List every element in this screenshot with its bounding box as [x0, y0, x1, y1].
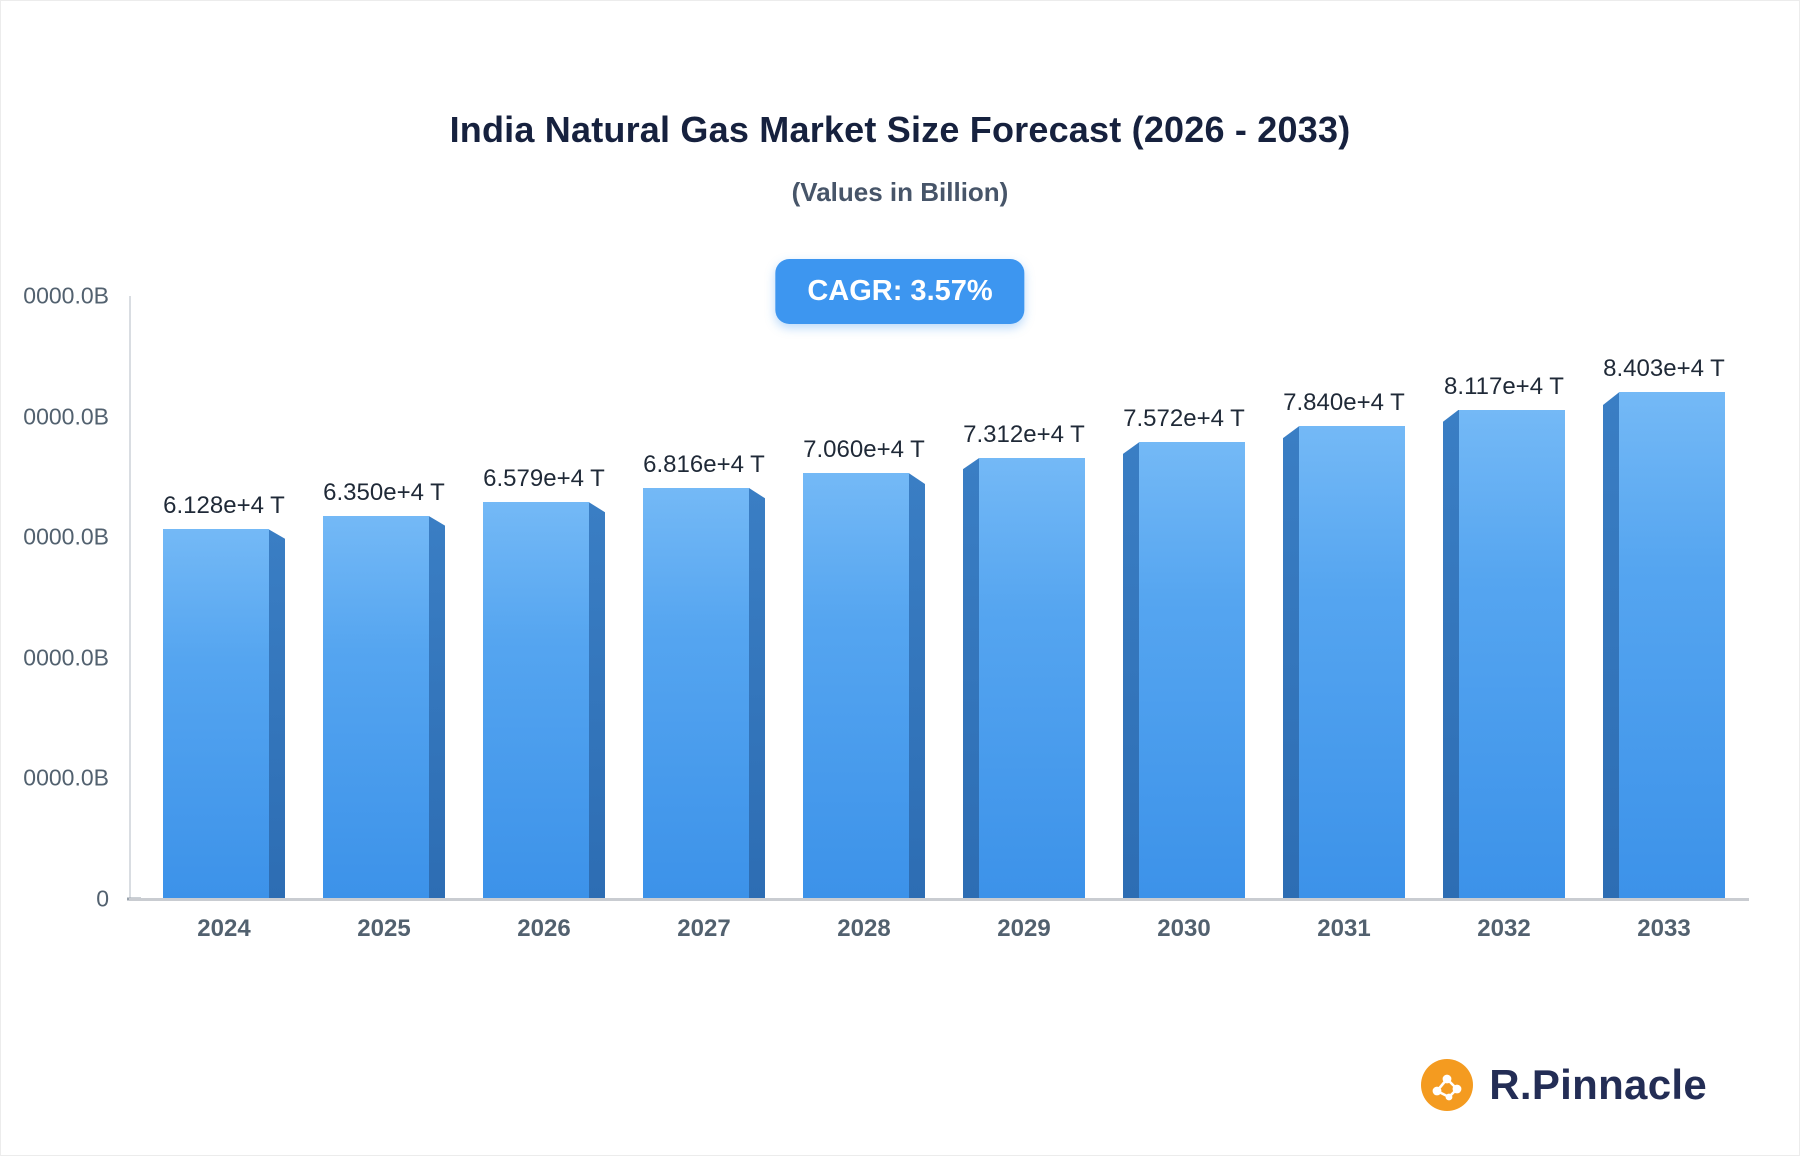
y-tick-label: 0 — [96, 885, 109, 912]
bar-face — [1299, 426, 1405, 899]
bar-column: 6.579e+4 T 2026 — [465, 296, 623, 942]
bar-2030[interactable] — [1123, 442, 1245, 899]
bar-value-label: 6.128e+4 T — [163, 492, 285, 520]
bar-value-label: 8.117e+4 T — [1444, 372, 1564, 400]
bar-column: 7.840e+4 T 2031 — [1265, 296, 1423, 942]
bar-column: 7.312e+4 T 2029 — [945, 296, 1103, 942]
bar-2024[interactable] — [163, 529, 285, 899]
bar-side-shade — [963, 458, 979, 899]
bar-column: 6.816e+4 T 2027 — [625, 296, 783, 942]
bar-2029[interactable] — [963, 458, 1085, 899]
cagr-badge: CAGR: 3.57% — [775, 259, 1025, 324]
bar-side-shade — [1603, 392, 1619, 899]
x-axis-line — [129, 898, 1749, 901]
y-tick-label: 0000.0B — [23, 403, 109, 430]
chart-header: India Natural Gas Market Size Forecast (… — [1, 109, 1799, 208]
bar-value-label: 7.572e+4 T — [1123, 405, 1245, 433]
chart-title: India Natural Gas Market Size Forecast (… — [449, 109, 1351, 150]
bar-2032[interactable] — [1443, 409, 1565, 899]
bar-2025[interactable] — [323, 516, 445, 899]
y-tick-label: 0000.0B — [23, 644, 109, 671]
bar-value-label: 7.060e+4 T — [803, 436, 925, 464]
network-nodes-icon — [1419, 1057, 1475, 1113]
bar-value-label: 8.403e+4 T — [1603, 355, 1725, 383]
y-tick-label: 0000.0B — [23, 282, 109, 309]
x-axis-label: 2030 — [1157, 915, 1211, 942]
bar-value-label: 6.579e+4 T — [483, 465, 605, 493]
bar-2031[interactable] — [1283, 426, 1405, 899]
bar-column: 6.350e+4 T 2025 — [305, 296, 463, 942]
y-tick-label: 0000.0B — [23, 523, 109, 550]
bar-face — [643, 488, 749, 899]
bar-column: 7.060e+4 T 2028 — [785, 296, 943, 942]
chart-subtitle: (Values in Billion) — [791, 177, 1009, 207]
bar-value-label: 6.816e+4 T — [643, 451, 765, 478]
y-axis: 0000.0B 0000.0B 0000.0B 0000.0B 0000.0B 0 — [3, 283, 141, 912]
x-axis-label: 2029 — [997, 915, 1051, 942]
bar-face — [1619, 392, 1725, 899]
bar-face — [1139, 442, 1245, 899]
bars-container: 6.128e+4 T 2024 6.350e+4 T 2025 6.579e+4 T 20… — [145, 296, 1743, 942]
brand-name: R.Pinnacle — [1489, 1061, 1707, 1108]
bar-value-label: 6.350e+4 T — [323, 479, 445, 507]
x-axis-label: 2032 — [1477, 915, 1531, 942]
brand-logo: R.Pinnacle — [1419, 1057, 1707, 1113]
bar-side-shade — [429, 516, 445, 899]
bar-face — [979, 458, 1085, 899]
x-axis-label: 2031 — [1317, 915, 1371, 942]
x-axis-label: 2024 — [197, 915, 251, 942]
bar-face — [483, 502, 589, 899]
bar-side-shade — [1283, 426, 1299, 899]
y-tick-label: 0000.0B — [23, 764, 109, 791]
bar-2028[interactable] — [803, 473, 925, 899]
bar-face — [163, 529, 269, 899]
x-axis-label: 2027 — [677, 915, 731, 942]
x-axis-label: 2028 — [837, 915, 891, 942]
bar-face — [1459, 409, 1565, 899]
bar-2027[interactable] — [643, 488, 765, 899]
bar-column: 7.572e+4 T 2030 — [1105, 296, 1263, 942]
bar-side-shade — [1123, 442, 1139, 899]
bar-side-shade — [1443, 409, 1459, 899]
bar-2026[interactable] — [483, 502, 605, 899]
bar-column: 8.117e+4 T 2032 — [1425, 296, 1583, 942]
x-axis-label: 2026 — [517, 915, 571, 942]
bar-side-shade — [749, 488, 765, 899]
bar-side-shade — [269, 529, 285, 899]
bar-column: 8.403e+4 T 2033 — [1585, 296, 1743, 942]
bar-face — [323, 516, 429, 899]
x-axis-label: 2033 — [1637, 915, 1691, 942]
x-axis-label: 2025 — [357, 915, 411, 942]
bar-face — [803, 473, 909, 899]
bar-2033[interactable] — [1603, 392, 1725, 899]
bar-column: 6.128e+4 T 2024 — [145, 296, 303, 942]
bar-side-shade — [589, 502, 605, 899]
bar-side-shade — [909, 473, 925, 899]
plot-area: 0000.0B 0000.0B 0000.0B 0000.0B 0000.0B 0 6.1… — [23, 283, 1749, 942]
bar-value-label: 7.840e+4 T — [1283, 389, 1405, 417]
bar-value-label: 7.312e+4 T — [963, 421, 1085, 449]
